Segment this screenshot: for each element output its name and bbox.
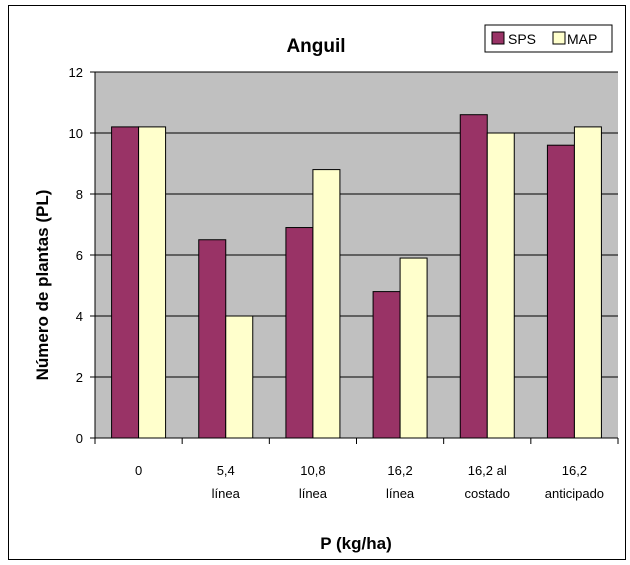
- bar-sps: [372, 291, 401, 439]
- y-tick-label: 8: [76, 187, 83, 202]
- x-tick-label: costado: [464, 486, 510, 501]
- bar-sps: [198, 239, 227, 439]
- x-tick-label: 16,2 al: [468, 463, 507, 478]
- bar-sps: [459, 114, 488, 439]
- bar-map: [138, 126, 167, 439]
- y-tick-label: 4: [76, 309, 83, 324]
- y-tick-label: 12: [69, 65, 83, 80]
- x-tick-label: 5,4: [217, 463, 235, 478]
- x-tick-label: 16,2: [387, 463, 412, 478]
- legend-swatch-sps: [491, 31, 505, 45]
- axes: [90, 71, 619, 444]
- bar-map: [573, 126, 602, 439]
- legend-label-sps: SPS: [508, 31, 536, 47]
- x-tick-label: 10,8: [300, 463, 325, 478]
- x-tick-label: línea: [212, 486, 241, 501]
- bar-map: [486, 132, 515, 439]
- y-tick-label: 10: [69, 126, 83, 141]
- y-tick-label: 6: [76, 248, 83, 263]
- bar-map: [399, 257, 428, 439]
- x-tick-label: anticipado: [545, 486, 604, 501]
- bar-map: [312, 169, 341, 439]
- chart-title: Anguil: [286, 36, 345, 57]
- bar-sps: [111, 126, 140, 439]
- legend-swatch-map: [552, 31, 566, 45]
- x-tick-label: línea: [299, 486, 328, 501]
- bars: [111, 114, 602, 439]
- y-tick-labels: 0 2 4 6 8 10 12: [69, 65, 83, 446]
- gridlines: [95, 71, 618, 378]
- x-tick-label: línea: [386, 486, 415, 501]
- y-tick-label: 0: [76, 431, 83, 446]
- legend: SPS MAP: [484, 24, 613, 53]
- bar-sps: [546, 144, 575, 439]
- x-tick-labels: 0 5,4 línea 10,8 línea 16,2 línea 16,2 al costad…: [135, 463, 604, 501]
- legend-label-map: MAP: [567, 31, 597, 47]
- bar-map: [225, 315, 254, 439]
- y-tick-label: 2: [76, 370, 83, 385]
- x-tick-label: 16,2: [562, 463, 587, 478]
- legend-box: [484, 24, 613, 53]
- x-tick-label: 0: [135, 463, 142, 478]
- bar-sps: [285, 227, 314, 439]
- x-axis-title: P (kg/ha): [320, 534, 391, 553]
- y-axis-title: Número de plantas (PL): [33, 190, 52, 381]
